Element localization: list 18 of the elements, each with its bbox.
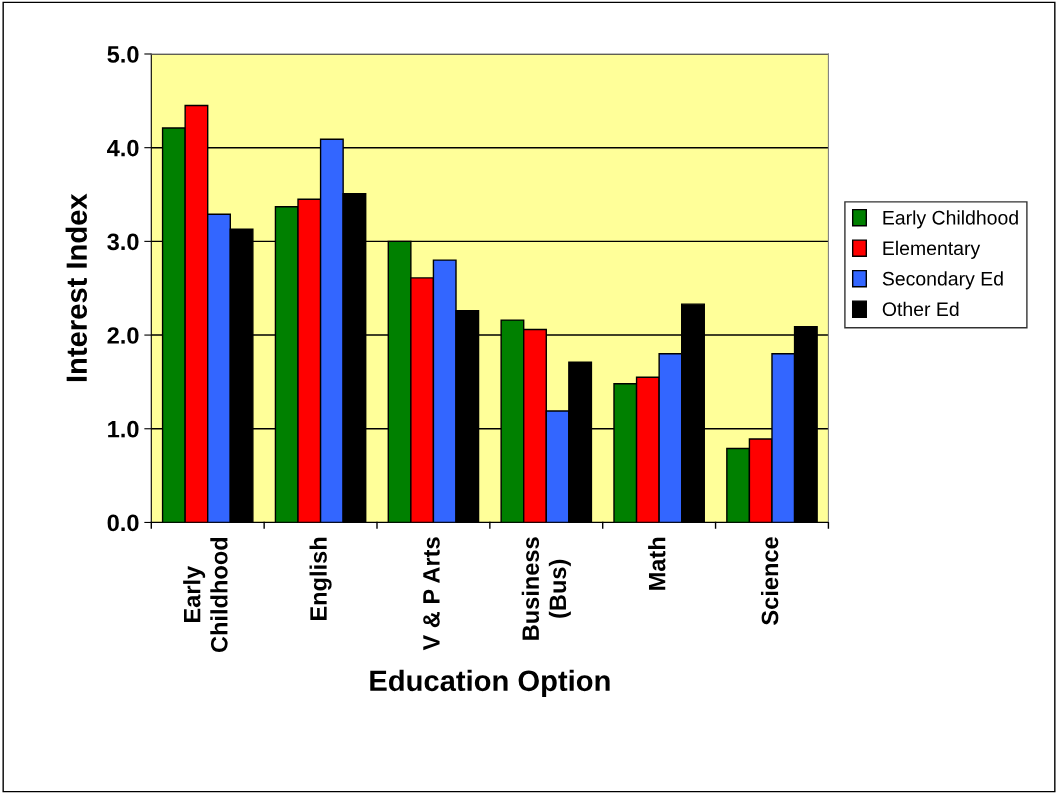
y-tick-label: 0.0 <box>107 514 139 532</box>
y-axis-title: Interest Index <box>65 193 88 382</box>
legend-label: Elementary <box>883 240 981 259</box>
legend-label: Secondary Ed <box>882 271 1003 290</box>
x-tick-label: English <box>309 537 332 621</box>
y-tick-label: 4.0 <box>107 139 139 157</box>
y-tick-label: 3.0 <box>107 233 139 251</box>
y-tick-label: 1.0 <box>108 420 139 438</box>
x-axis-title: Education Option <box>370 669 610 697</box>
y-tick-label: 5.0 <box>107 46 139 63</box>
y-tick-label: 2.0 <box>107 327 139 344</box>
x-tick-label: V & P Arts <box>423 537 440 651</box>
x-tick-label: Science <box>760 537 779 625</box>
x-tick-label: Business (Bus) <box>521 537 571 640</box>
legend-label: Other Ed <box>882 301 959 317</box>
x-tick-label: Math <box>648 537 666 590</box>
x-tick-label: Early Childhood <box>183 537 228 653</box>
legend-label: Early Childhood <box>883 210 1018 229</box>
